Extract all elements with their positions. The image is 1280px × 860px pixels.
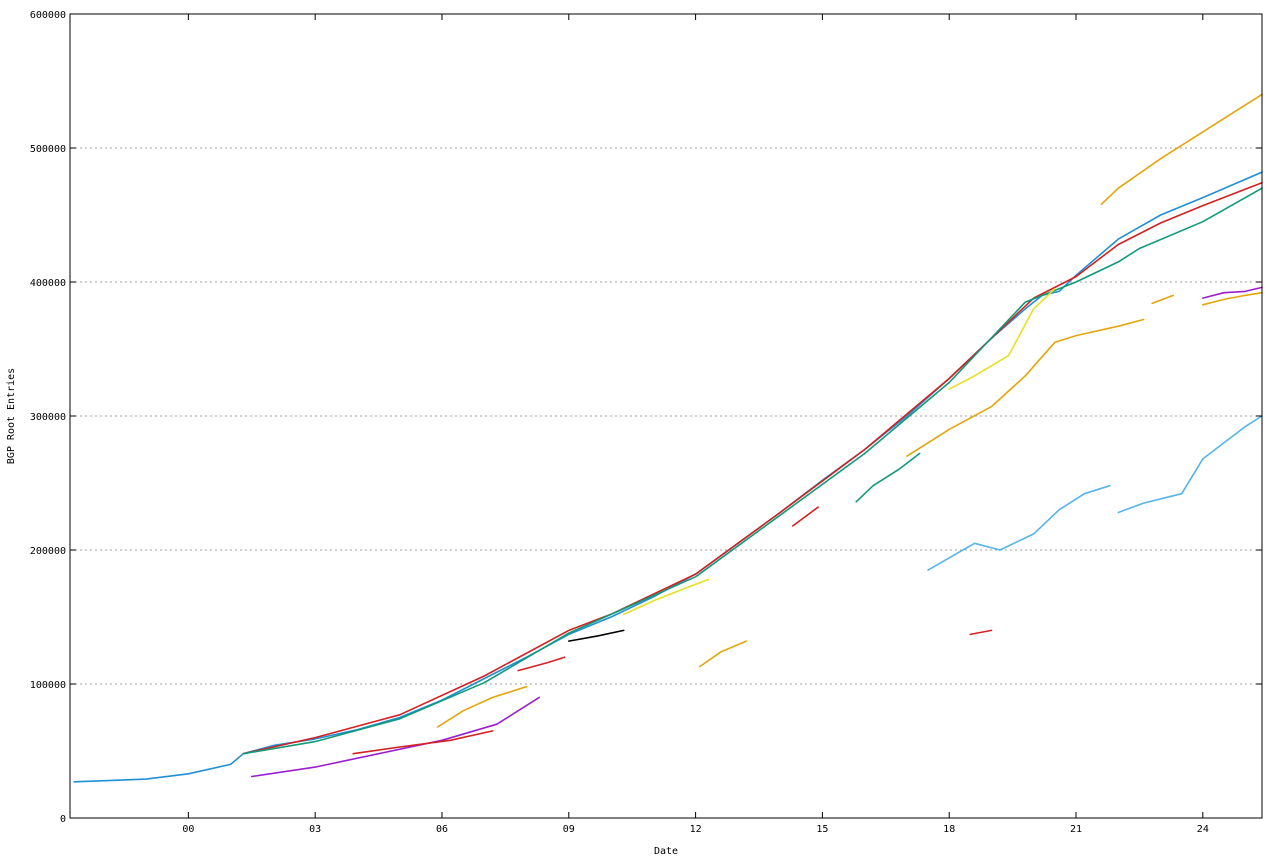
series-line-21 xyxy=(567,629,625,642)
series-line-13 xyxy=(1117,415,1263,514)
series-line-2 xyxy=(242,182,1263,755)
series-line-14 xyxy=(948,287,1056,391)
y-tick-label: 400000 xyxy=(30,278,66,289)
y-tick-label: 0 xyxy=(60,814,66,825)
y-tick-label: 500000 xyxy=(30,144,66,155)
y-tick-label: 600000 xyxy=(30,10,66,21)
axis-ticks: 0 100000 200000 300000 400000 500000 600000 00 0… xyxy=(30,10,1262,835)
y-tick-label: 300000 xyxy=(30,412,66,423)
series-line-11 xyxy=(1202,286,1263,299)
series-line-15 xyxy=(622,578,710,616)
x-tick-label: 15 xyxy=(816,824,828,835)
grid-lines xyxy=(70,147,1262,685)
series-line-20 xyxy=(969,629,993,636)
series-line-1 xyxy=(73,171,1263,783)
series-layer xyxy=(73,93,1263,783)
x-tick-label: 18 xyxy=(943,824,955,835)
series-line-5 xyxy=(906,318,1145,458)
series-line-12 xyxy=(927,484,1111,571)
series-line-7 xyxy=(1202,291,1263,306)
y-axis-label: BGP Root Entries xyxy=(6,368,17,464)
x-tick-label: 12 xyxy=(690,824,702,835)
x-tick-label: 03 xyxy=(309,824,321,835)
series-line-17 xyxy=(791,506,820,527)
x-tick-label: 09 xyxy=(563,824,575,835)
x-tick-label: 00 xyxy=(182,824,194,835)
series-line-16 xyxy=(855,452,921,503)
y-tick-label: 100000 xyxy=(30,680,66,691)
x-axis-label: Date xyxy=(654,846,678,857)
x-tick-label: 06 xyxy=(436,824,448,835)
series-line-18 xyxy=(352,730,494,755)
y-tick-label: 200000 xyxy=(30,546,66,557)
series-line-3 xyxy=(242,187,1263,755)
series-line-9 xyxy=(436,685,528,728)
series-line-4 xyxy=(1100,93,1263,206)
series-line-10 xyxy=(251,696,541,778)
x-tick-label: 24 xyxy=(1197,824,1209,835)
series-line-6 xyxy=(1151,294,1174,305)
series-line-8 xyxy=(698,640,748,668)
series-line-19 xyxy=(517,656,566,672)
x-tick-label: 21 xyxy=(1070,824,1082,835)
